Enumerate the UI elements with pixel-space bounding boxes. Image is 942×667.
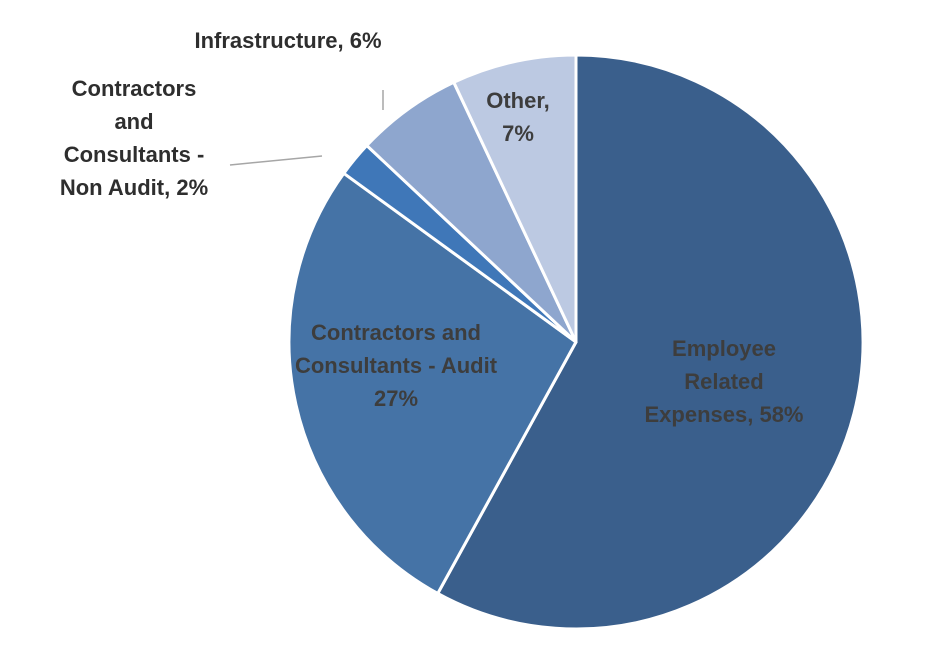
- slice-label-line: Related: [684, 369, 763, 394]
- pie-slice-employee-related-expenses: [436, 53, 865, 631]
- pie-slice-contractors-and-consultants-audit: [287, 171, 578, 595]
- slice-label-line: Contractors: [72, 76, 197, 101]
- slices-layer: [287, 53, 865, 631]
- slice-label-line: Non Audit, 2%: [60, 175, 208, 200]
- slice-label-line: Consultants - Audit: [295, 353, 498, 378]
- slice-label-employee-related-expenses: Employee Related Expenses, 58%: [645, 336, 804, 427]
- slice-label-line: 27%: [374, 386, 418, 411]
- leader-line-contractors-and-consultants-non-audit: [229, 155, 323, 166]
- slice-label-other: Other, 7%: [486, 88, 550, 146]
- slice-label-line: 7%: [502, 121, 534, 146]
- slice-label-contractors-and-consultants-audit: Contractors and Consultants - Audit 27%: [295, 320, 498, 411]
- slice-label-line: and: [114, 109, 153, 134]
- slice-label-line: Consultants -: [64, 142, 205, 167]
- slice-label-line: Other,: [486, 88, 550, 113]
- slice-label-line: Infrastructure, 6%: [194, 28, 381, 53]
- slice-label-line: Expenses, 58%: [645, 402, 804, 427]
- slice-label-infrastructure: Infrastructure, 6%: [194, 28, 381, 53]
- slice-label-contractors-and-consultants-non-audit: Contractors and Consultants - Non Audit, 2%: [60, 76, 208, 200]
- leader-lines: [229, 90, 384, 166]
- slice-label-line: Contractors and: [311, 320, 481, 345]
- pie-slice-other: [452, 53, 578, 344]
- slice-labels: Employee Related Expenses, 58% Contractors …: [60, 28, 804, 427]
- slice-label-line: Employee: [672, 336, 776, 361]
